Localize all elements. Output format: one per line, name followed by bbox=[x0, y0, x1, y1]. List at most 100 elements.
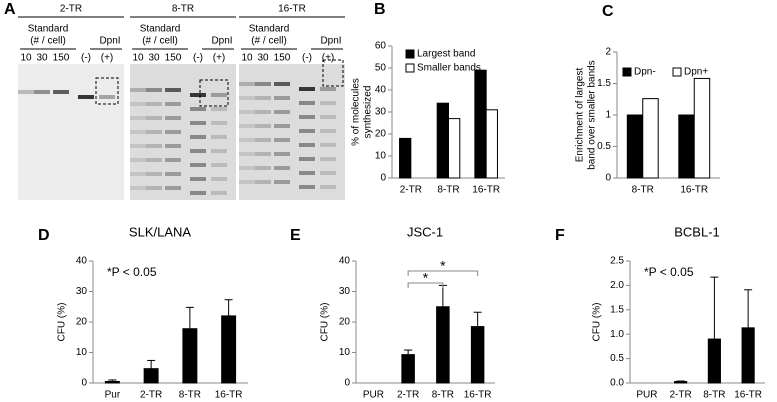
panel-label: C bbox=[602, 3, 614, 20]
bar bbox=[399, 137, 412, 179]
gel-lane-label: (-) bbox=[81, 53, 91, 64]
gel-band bbox=[165, 144, 181, 148]
y-tick-label: 0 bbox=[605, 173, 611, 184]
gel-highlight-box bbox=[322, 59, 344, 87]
legend-swatch bbox=[622, 67, 632, 77]
gel-band bbox=[18, 90, 34, 94]
chart-title: JSC-1 bbox=[407, 224, 443, 239]
x-tick-label: 2-TR bbox=[397, 390, 419, 401]
bar bbox=[448, 118, 461, 179]
gel-band bbox=[146, 88, 162, 92]
gel-title: 16-TR bbox=[278, 4, 306, 15]
gel-highlight-box bbox=[95, 77, 119, 105]
gel-lane-label: 30 bbox=[257, 53, 269, 64]
legend-swatch bbox=[405, 49, 415, 59]
gel-band bbox=[146, 144, 162, 148]
gel-image bbox=[239, 64, 345, 200]
bar bbox=[221, 315, 237, 384]
gel-band bbox=[299, 171, 315, 175]
gel-band bbox=[274, 82, 290, 86]
gel-band bbox=[53, 90, 69, 94]
y-tick-label: 30 bbox=[375, 107, 387, 118]
gel-band bbox=[146, 158, 162, 162]
bar bbox=[693, 77, 711, 179]
panel-label: E bbox=[290, 227, 301, 244]
gel-band bbox=[320, 129, 336, 133]
y-tick-label: 50 bbox=[375, 63, 387, 74]
gel-band bbox=[274, 180, 290, 184]
gel-band bbox=[190, 135, 206, 139]
gel-band bbox=[190, 177, 206, 181]
y-tick-label: 30 bbox=[339, 286, 351, 297]
gel-standard: (# / cell) bbox=[251, 36, 287, 47]
significance-bracket bbox=[407, 282, 444, 288]
gel-band bbox=[239, 152, 255, 156]
y-axis-label: band over smaller bands bbox=[587, 60, 598, 170]
bar bbox=[674, 381, 688, 384]
chart-title: BCBL-1 bbox=[674, 224, 720, 239]
gel-band bbox=[165, 102, 181, 106]
gel-band bbox=[255, 82, 271, 86]
x-tick-label: Pur bbox=[105, 390, 121, 401]
gel-standard: (# / cell) bbox=[30, 36, 66, 47]
panel-label: D bbox=[38, 227, 50, 244]
y-tick-label: 20 bbox=[76, 317, 88, 328]
gel-band bbox=[239, 166, 255, 170]
gel-band bbox=[274, 124, 290, 128]
bar bbox=[678, 114, 695, 179]
gel-band bbox=[165, 88, 181, 92]
panel-label: B bbox=[374, 1, 386, 18]
gel-band bbox=[255, 180, 271, 184]
x-tick-label: PUR bbox=[636, 390, 657, 401]
gel-band bbox=[320, 143, 336, 147]
y-tick-label: 10 bbox=[375, 151, 387, 162]
gel-band bbox=[130, 172, 146, 176]
gel-lane-label: 10 bbox=[241, 53, 253, 64]
gel-lane-label: (+) bbox=[322, 53, 335, 64]
legend-label: Largest band bbox=[417, 49, 475, 60]
gel-band bbox=[274, 138, 290, 142]
legend-swatch bbox=[672, 67, 682, 77]
x-tick-label: 8-TR bbox=[179, 390, 201, 401]
x-tick-label: 16-TR bbox=[680, 185, 708, 196]
gel-band bbox=[255, 138, 271, 142]
gel-enzyme: DpnI bbox=[99, 36, 120, 47]
gel-band bbox=[34, 90, 50, 94]
gel-band bbox=[299, 157, 315, 161]
gel-band bbox=[255, 110, 271, 114]
x-tick-label: 8-TR bbox=[432, 390, 454, 401]
y-tick-label: 0.5 bbox=[610, 353, 624, 364]
gel-band bbox=[320, 185, 336, 189]
y-tick-label: 2.0 bbox=[610, 280, 624, 291]
gel-band bbox=[190, 149, 206, 153]
gel-band bbox=[274, 166, 290, 170]
y-tick-label: 10 bbox=[76, 347, 88, 358]
gel-lane-label: 10 bbox=[20, 53, 32, 64]
gel-band bbox=[299, 87, 315, 91]
gel-band bbox=[130, 144, 146, 148]
gel-band bbox=[255, 124, 271, 128]
legend-label: Smaller bands bbox=[417, 63, 481, 74]
gel-band bbox=[211, 93, 227, 97]
gel-lane-label: 30 bbox=[36, 53, 48, 64]
gel-band bbox=[299, 115, 315, 119]
y-tick-label: 2.5 bbox=[610, 256, 624, 267]
gel-band bbox=[274, 96, 290, 100]
gel-band bbox=[239, 82, 255, 86]
gel-lane-label: 150 bbox=[165, 53, 182, 64]
y-tick-label: 40 bbox=[339, 256, 351, 267]
gel-band bbox=[190, 163, 206, 167]
bar bbox=[626, 114, 644, 179]
x-tick-label: 8-TR bbox=[703, 390, 725, 401]
bar bbox=[401, 354, 415, 384]
y-axis-label: CFU (%) bbox=[320, 303, 331, 342]
gel-lane-label: 150 bbox=[53, 53, 70, 64]
y-tick-label: 30 bbox=[76, 286, 88, 297]
gel-standard: Standard bbox=[249, 24, 290, 35]
y-axis-label: % of molecules bbox=[351, 78, 362, 146]
gel-lane-label: 30 bbox=[148, 53, 160, 64]
annotation: *P < 0.05 bbox=[644, 265, 694, 279]
gel-title: 8-TR bbox=[172, 4, 194, 15]
gel-band bbox=[130, 102, 146, 106]
gel-band bbox=[130, 158, 146, 162]
